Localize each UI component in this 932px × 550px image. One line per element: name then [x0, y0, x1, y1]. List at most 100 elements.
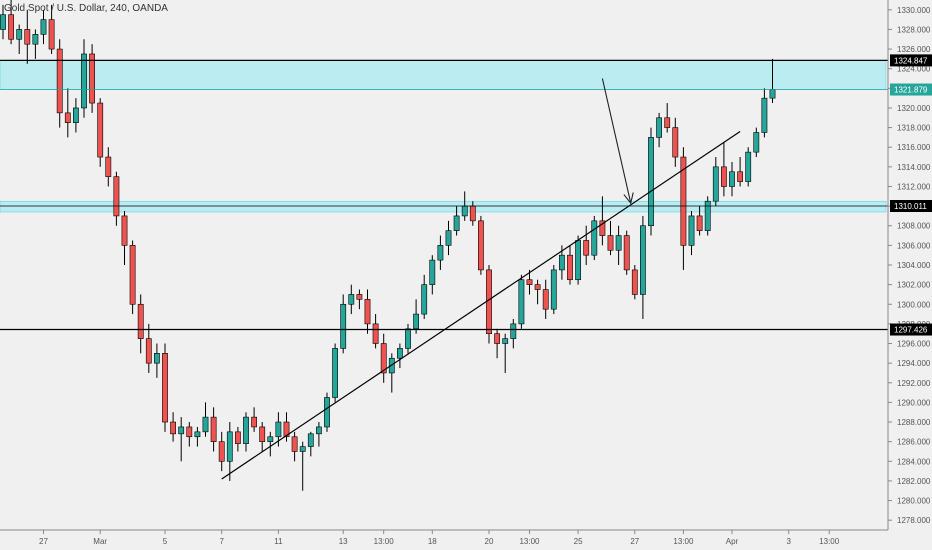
candle-body	[315, 426, 322, 435]
x-tick-label: 13:00	[819, 537, 840, 546]
y-tick-label: 1320.000	[897, 104, 931, 113]
candle-body	[753, 132, 760, 153]
candle-body	[380, 343, 387, 374]
lines-layer	[0, 59, 888, 480]
candle-body	[178, 426, 185, 435]
candle-body	[656, 117, 662, 138]
y-tick-label: 1288.000	[897, 418, 931, 427]
candle-body	[226, 431, 233, 462]
candle-body	[696, 215, 703, 231]
candle-body	[299, 446, 306, 452]
candle-body	[664, 117, 671, 128]
candle-body	[24, 29, 31, 45]
y-tick-label: 1300.000	[897, 300, 931, 309]
candle-body	[243, 416, 249, 444]
candle-body	[510, 323, 517, 339]
price-label-bg-3	[890, 323, 932, 336]
y-tick-label: 1326.000	[897, 45, 931, 54]
y-tick-label: 1280.000	[897, 497, 931, 506]
candle-body	[599, 220, 606, 236]
candle-body	[8, 14, 14, 40]
x-tick-label: 11	[274, 537, 283, 546]
candle-body	[73, 107, 79, 123]
price-labels-layer: 1324.847 1321.879 1310.011 1297.426	[890, 54, 932, 336]
candle-body	[623, 235, 630, 271]
price-label-3: 1297.426	[894, 326, 928, 335]
candle-body	[56, 48, 63, 114]
candle-body	[729, 171, 735, 187]
candle-body	[267, 436, 274, 442]
y-tick-label: 1306.000	[897, 241, 931, 250]
candle-body	[712, 166, 719, 202]
candle-body	[154, 353, 160, 364]
candle-body	[364, 299, 371, 325]
candle-body	[469, 205, 476, 222]
y-tick-label: 1290.000	[897, 398, 931, 407]
y-tick-label: 1314.000	[897, 163, 931, 172]
candle-body	[105, 156, 112, 177]
candle-body	[283, 421, 290, 438]
candle-body	[291, 436, 298, 452]
candle-body	[720, 166, 727, 187]
candle-body	[340, 303, 347, 349]
x-tick-label: 27	[39, 537, 48, 546]
y-tick-label: 1318.000	[897, 124, 931, 133]
candle-body	[631, 269, 638, 295]
candle-body	[202, 416, 209, 433]
candle-body	[477, 220, 484, 271]
candle-body	[113, 176, 120, 217]
candle-body	[259, 426, 266, 442]
y-tick-label: 1316.000	[897, 143, 931, 152]
price-label-0: 1324.847	[894, 56, 928, 65]
candle-body	[639, 225, 646, 295]
candle-body	[64, 112, 71, 123]
y-tick-label: 1296.000	[897, 340, 931, 349]
candle-body	[680, 156, 687, 246]
candle-body	[307, 433, 314, 447]
y-tick-label: 1302.000	[897, 281, 931, 290]
candle-body	[275, 421, 282, 438]
candle-body	[567, 254, 573, 281]
candle-body	[421, 284, 428, 315]
candle-body	[437, 245, 444, 261]
candle-body	[40, 19, 47, 35]
candle-body	[494, 333, 500, 344]
y-tick-label: 1284.000	[897, 457, 931, 466]
candle-body	[324, 397, 330, 428]
y-tick-label: 1292.000	[897, 379, 931, 388]
x-tick-label: 7	[219, 537, 224, 546]
candle-body	[704, 200, 711, 231]
y-tick-label: 1294.000	[897, 359, 931, 368]
candle-body	[429, 259, 436, 285]
x-tick-label: 27	[630, 537, 639, 546]
x-tick-label: 5	[163, 537, 168, 546]
candle-body	[129, 245, 136, 305]
candle-body	[526, 279, 533, 285]
price-label-bg-2	[890, 200, 932, 213]
candle-body	[615, 235, 622, 251]
y-tick-label: 1324.000	[897, 65, 931, 74]
price-label-2: 1310.011	[894, 202, 927, 211]
x-tick-label: 13	[339, 537, 348, 546]
y-tick-label: 1308.000	[897, 222, 931, 231]
x-tick-label: 13:00	[519, 537, 540, 546]
candle-body	[688, 215, 695, 246]
x-tick-label: 25	[574, 537, 583, 546]
x-tick-label: Apr	[726, 537, 739, 546]
price-label-1: 1321.879	[894, 86, 928, 95]
candle-body	[445, 230, 452, 246]
zone-1	[0, 200, 887, 213]
candle-body	[769, 89, 776, 99]
x-tick-label: 13:00	[673, 537, 694, 546]
candles-layer	[0, 0, 776, 491]
candle-body	[583, 240, 590, 256]
candle-body	[218, 441, 225, 462]
candle-body	[591, 220, 598, 256]
arrow-shaft	[601, 78, 632, 204]
candle-body	[170, 421, 176, 435]
candle-body	[607, 235, 614, 251]
candle-body	[405, 328, 411, 349]
candle-body	[542, 289, 549, 310]
